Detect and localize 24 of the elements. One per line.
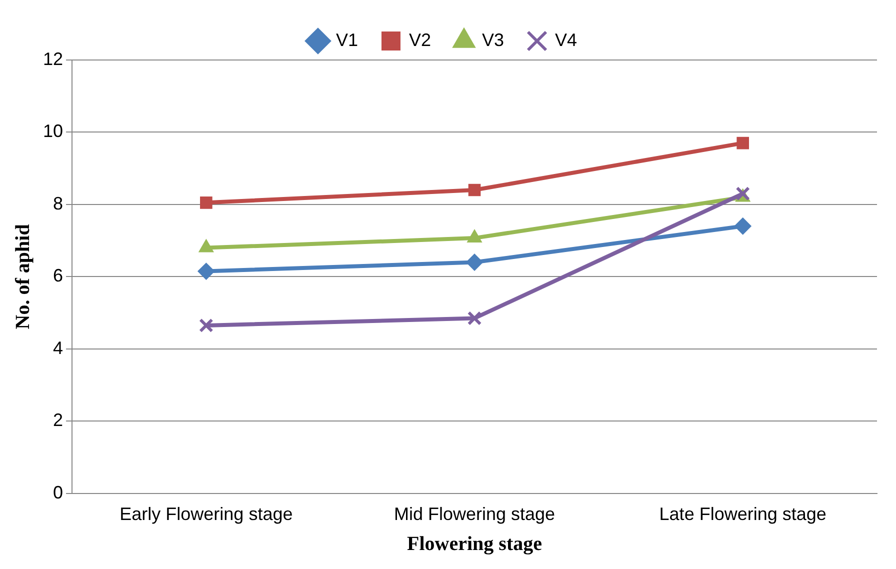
point [467,311,482,326]
x-tick-label: Mid Flowering stage [394,504,556,524]
point [734,218,752,235]
legend-label: V1 [336,30,358,50]
x-tick-label: Late Flowering stage [659,504,826,524]
y-tick-label: 6 [53,266,64,286]
y-tick-label: 4 [53,338,64,358]
point [199,318,214,333]
x-axis-title: Flowering stage [407,533,542,556]
y-tick-label: 2 [53,410,64,430]
y-tick-label: 12 [42,48,64,69]
x-tick-label: Early Flowering stage [120,504,293,524]
point [466,254,484,271]
legend-label: V2 [408,30,432,50]
y-tick-label: 10 [42,121,64,142]
y-tick-label: 8 [53,193,64,214]
y-tick-label: 0 [53,482,64,502]
point [200,196,212,209]
y-axis-title: No. of aphid [12,224,34,330]
point [468,184,481,196]
point [198,262,215,280]
legend-label: V4 [555,30,578,50]
point [736,136,749,150]
legend-label: V3 [482,30,504,50]
